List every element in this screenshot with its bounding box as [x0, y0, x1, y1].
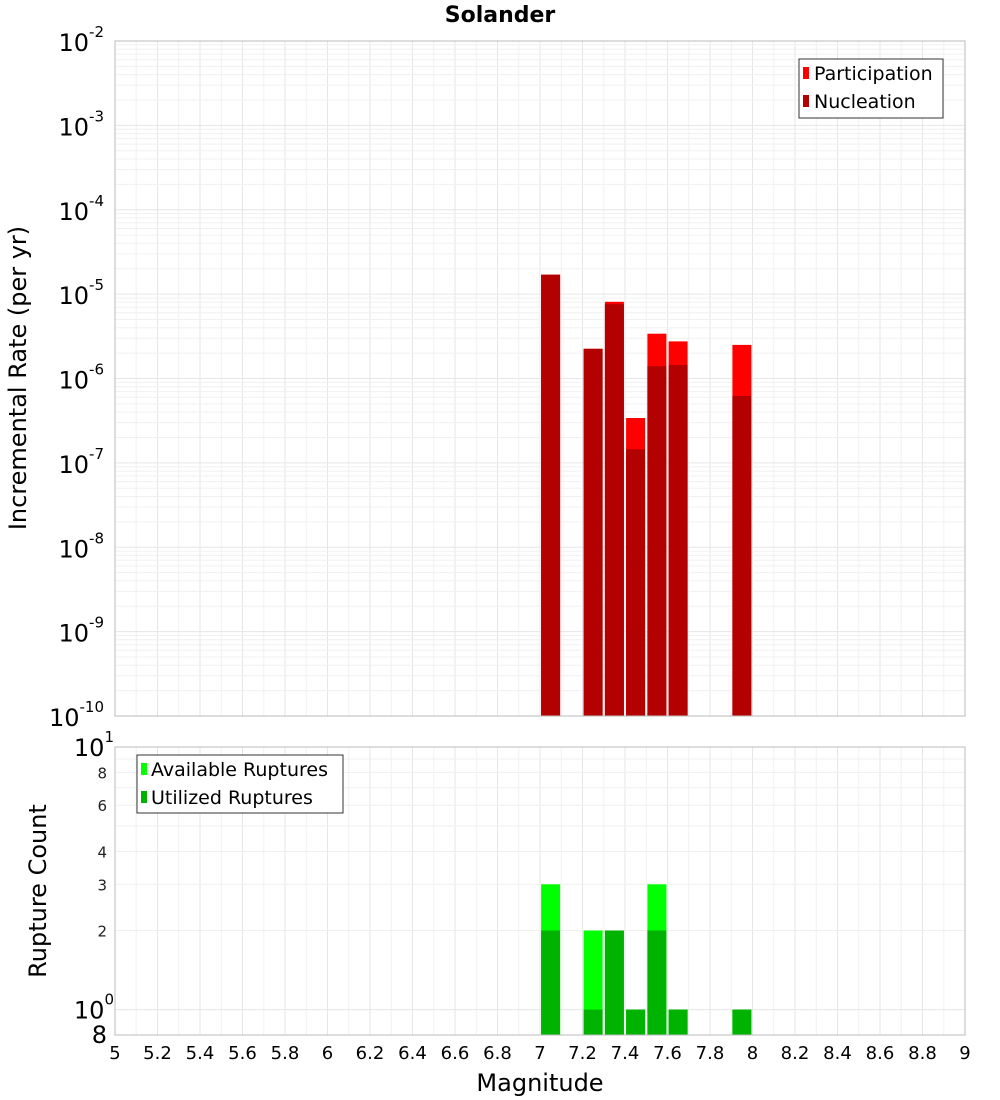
- utilized-ruptures-bar: [732, 1009, 752, 1035]
- nucleation-bar: [647, 366, 667, 716]
- utilized-ruptures-bar: [604, 930, 624, 1035]
- nucleation-legend-label: Nucleation: [814, 91, 916, 113]
- utilized-swatch: [141, 791, 147, 803]
- utilized-ruptures-bar: [583, 1009, 603, 1035]
- x-tick-label: 5.6: [228, 1043, 257, 1064]
- x-tick-label: 8.8: [908, 1043, 937, 1064]
- top-plot-frame: [114, 40, 966, 717]
- participation-legend-label: Participation: [814, 63, 933, 85]
- utilized-ruptures-bar: [668, 1009, 688, 1035]
- y-tick-label: 4: [97, 844, 107, 862]
- x-tick-label: 7: [534, 1043, 545, 1064]
- top-legend-box: [798, 58, 944, 119]
- top-legend: Participation Nucleation: [798, 58, 944, 119]
- y-tick-label: 10-8: [58, 529, 104, 563]
- participation-swatch: [803, 67, 809, 79]
- y-tick-label: 10-5: [58, 276, 104, 310]
- x-ticks: 5 5.2 5.4 5.6 5.8 6 6.2 6.4 6.6 6.8 7 7.2 7.4 7.6 7.8 8…: [109, 1043, 970, 1064]
- available-legend-label: Available Ruptures: [151, 759, 328, 781]
- x-tick-label: 7.2: [568, 1043, 597, 1064]
- y-tick-label: 10-3: [58, 107, 104, 141]
- x-tick-label: 5.2: [143, 1043, 172, 1064]
- available-ruptures-bar: [583, 930, 603, 1035]
- nucleation-bar: [541, 274, 561, 716]
- x-axis-label: Magnitude: [476, 1069, 603, 1097]
- y-tick-label: 10-10: [49, 698, 104, 732]
- utilized-ruptures-bar: [626, 1009, 646, 1035]
- x-tick-label: 5: [109, 1043, 120, 1064]
- top-bars: [541, 274, 752, 716]
- x-tick-label: 8: [747, 1043, 758, 1064]
- utilized-ruptures-bar: [541, 930, 561, 1035]
- utilized-legend-label: Utilized Ruptures: [151, 787, 313, 809]
- utilized-ruptures-bar: [647, 930, 667, 1035]
- x-tick-label: 7.6: [653, 1043, 682, 1064]
- bottom-gridlines: [114, 747, 966, 1035]
- y-tick-label: 101: [74, 728, 114, 762]
- bottom-legend: Available Ruptures Utilized Ruptures: [136, 754, 344, 814]
- x-tick-label: 6.6: [441, 1043, 470, 1064]
- x-tick-label: 5.4: [186, 1043, 215, 1064]
- top-y-axis-label: Incremental Rate (per yr): [4, 226, 32, 530]
- x-tick-label: 9: [959, 1043, 970, 1064]
- y-tick-label: 10-9: [58, 614, 104, 648]
- nucleation-bar: [604, 304, 624, 716]
- nucleation-bar: [583, 348, 603, 716]
- nucleation-bar: [668, 364, 688, 716]
- nucleation-bar: [626, 449, 646, 716]
- x-tick-label: 6: [322, 1043, 333, 1064]
- bottom-bars: [541, 884, 752, 1035]
- x-tick-label: 6.4: [398, 1043, 427, 1064]
- available-swatch: [141, 763, 147, 775]
- x-tick-label: 8.6: [866, 1043, 895, 1064]
- nucleation-swatch: [803, 95, 809, 107]
- y-tick-label: 10-7: [58, 445, 104, 479]
- y-tick-label: 8: [97, 764, 107, 782]
- bottom-legend-box: [136, 754, 344, 814]
- bottom-plot-frame: [114, 746, 966, 1036]
- nucleation-bar: [732, 396, 752, 716]
- x-tick-label: 7.8: [696, 1043, 725, 1064]
- top-gridlines: [114, 41, 966, 717]
- chart-title: Solander: [445, 3, 556, 28]
- x-tick-label: 7.4: [611, 1043, 640, 1064]
- y-tick-label: 6: [97, 797, 107, 815]
- y-tick-label: 10-2: [58, 23, 104, 57]
- x-tick-label: 8.4: [823, 1043, 852, 1064]
- x-tick-label: 8.2: [781, 1043, 810, 1064]
- y-tick-label: 3: [97, 876, 107, 894]
- y-tick-label: 100: [74, 991, 114, 1025]
- y-tick-label: 10-6: [58, 361, 104, 395]
- x-tick-label: 5.8: [271, 1043, 300, 1064]
- bottom-y-axis-label: Rupture Count: [24, 804, 52, 978]
- y-tick-label: 10-4: [58, 192, 104, 226]
- x-tick-label: 6.2: [356, 1043, 385, 1064]
- y-tick-label: 8: [92, 1021, 107, 1049]
- y-tick-label: 2: [97, 923, 107, 941]
- x-tick-label: 6.8: [483, 1043, 512, 1064]
- top-y-ticks: 10-10 10-9 10-8 10-7 10-6 10-5 10-4 10-3 10-2: [49, 23, 104, 732]
